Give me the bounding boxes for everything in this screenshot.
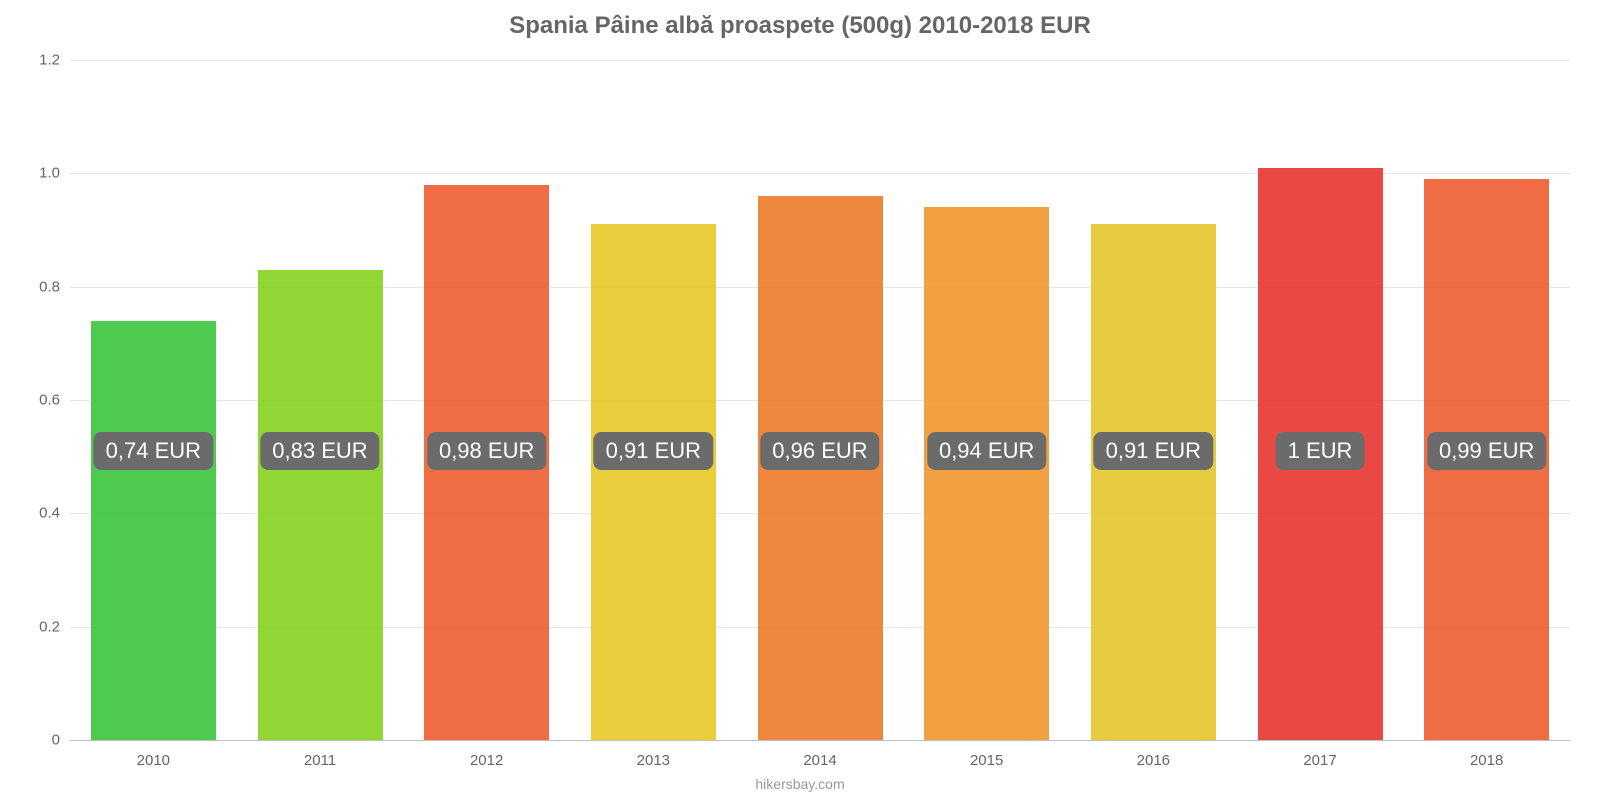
plot-area: 00.20.40.60.81.01.220100,74 EUR20110,83 …: [70, 60, 1570, 740]
x-tick-label: 2016: [1137, 752, 1170, 769]
y-tick-label: 0: [20, 732, 60, 749]
y-tick-label: 1.0: [20, 165, 60, 182]
x-tick-label: 2017: [1303, 752, 1336, 769]
bar-value-label: 0,98 EUR: [427, 432, 546, 470]
bar: [1091, 224, 1216, 740]
x-tick-label: 2011: [304, 752, 336, 769]
bar-value-label: 0,83 EUR: [260, 432, 379, 470]
x-tick-label: 2013: [637, 752, 670, 769]
baseline: [70, 740, 1570, 741]
y-tick-label: 1.2: [20, 52, 60, 69]
chart-credit: hikersbay.com: [0, 776, 1600, 792]
x-tick-label: 2018: [1470, 752, 1503, 769]
chart-title: Spania Pâine albă proaspete (500g) 2010-…: [0, 12, 1600, 40]
y-tick-label: 0.6: [20, 392, 60, 409]
gridline: [70, 60, 1570, 61]
y-tick-label: 0.4: [20, 505, 60, 522]
bar-value-label: 0,99 EUR: [1427, 432, 1546, 470]
bar: [91, 321, 216, 740]
x-tick-label: 2010: [137, 752, 170, 769]
x-tick-label: 2014: [803, 752, 836, 769]
bar: [924, 207, 1049, 740]
bar-value-label: 0,74 EUR: [94, 432, 213, 470]
y-tick-label: 0.2: [20, 618, 60, 635]
y-tick-label: 0.8: [20, 278, 60, 295]
bar-value-label: 1 EUR: [1276, 432, 1365, 470]
bar-value-label: 0,94 EUR: [927, 432, 1046, 470]
bar: [591, 224, 716, 740]
bar-value-label: 0,91 EUR: [1094, 432, 1213, 470]
x-tick-label: 2015: [970, 752, 1003, 769]
bar-value-label: 0,96 EUR: [760, 432, 879, 470]
bar-value-label: 0,91 EUR: [594, 432, 713, 470]
x-tick-label: 2012: [470, 752, 503, 769]
bar: [258, 270, 383, 740]
